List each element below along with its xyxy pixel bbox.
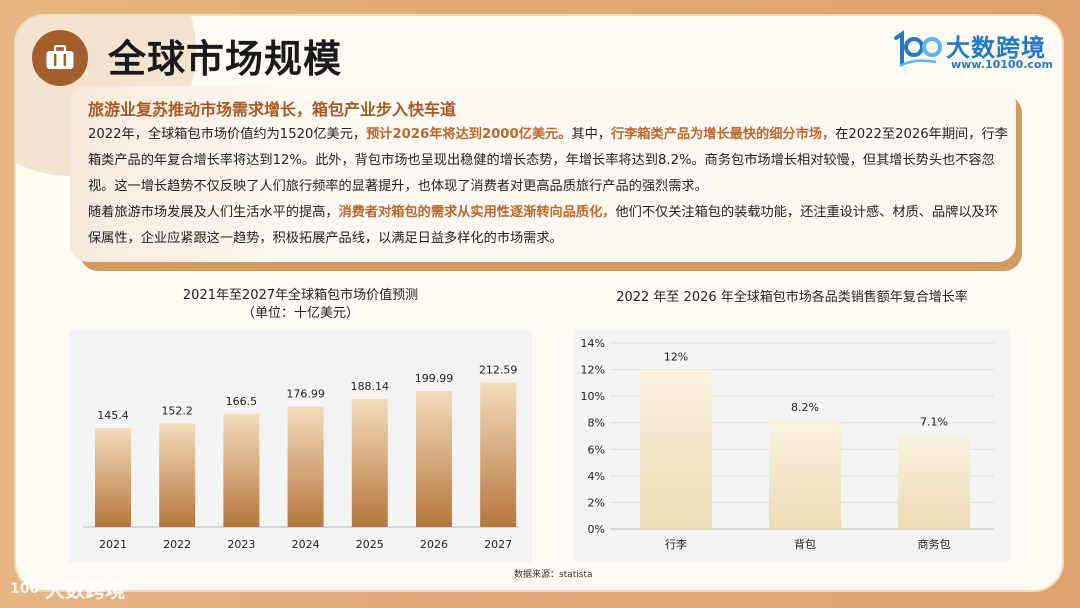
left-chart-bar [223,413,260,527]
p1-text-e: 在2022至2026年期间，行李箱类产品的年复合增长率将达到12%。此外，背包市… [88,127,1008,194]
left-chart-x-tick: 2022 [163,538,191,551]
left-chart-bar [95,428,131,527]
left-chart-title: 2021年至2027年全球箱包市场价值预测 [182,288,419,303]
right-chart-data-label: 8.2% [791,401,819,414]
suitcase-icon [32,30,88,86]
right-chart-x-tick: 行李 [665,537,687,551]
left-chart-bar [480,382,517,527]
left-chart-x-tick: 2021 [99,538,127,551]
watermark: 100 大数跨境 [10,574,125,603]
right-chart-x-tick: 背包 [794,537,816,551]
text-box [70,86,1016,262]
logo-url: www.10100.com [951,58,1053,71]
left-chart-data-label: 188.14 [351,380,390,393]
watermark-mark: 100 [10,580,40,597]
right-chart-y-tick: 0% [588,523,605,536]
p1-highlight-d: 行李箱类产品为增长最快的细分市场， [610,127,836,142]
left-chart-bar [287,406,324,527]
right-chart-title: 2022 年至 2026 年全球箱包市场各品类销售额年复合增长率 [616,290,968,305]
left-chart: 145.4 2021 152.2 2022 166.5 2023 176.99 2024 188… [83,363,519,551]
right-chart-y-tick: 12% [581,364,605,377]
p2-text-a: 随着旅游市场发展及人们生活水平的提高， [88,205,339,220]
paragraph-1: 2022年，全球箱包市场价值约为1520亿美元，预计2026年将达到2000亿美… [88,122,1008,200]
left-chart-data-label: 145.4 [97,409,129,422]
left-chart-unit: （单位：十亿美元） [241,306,359,321]
left-chart-bar [159,423,196,527]
left-chart-bar [351,399,388,527]
data-source: 数据来源：statista [514,570,593,580]
p2-text-c: 他们不仅关注箱包的装载功能，还注重设计感、材质、品牌以及环保属性，企业应紧跟这一… [88,205,998,246]
section-subtitle: 旅游业复苏推动市场需求增长，箱包产业步入快车道 [88,100,457,119]
p1-highlight-b: 预计2026年将达到2000亿美元。 [366,127,572,142]
left-chart-x-tick: 2025 [356,538,384,551]
right-chart-data-label: 12% [664,351,688,364]
p2-highlight-b: 消费者对箱包的需求从实用性逐渐转向品质化， [338,205,616,220]
right-chart-bar [898,434,970,529]
right-chart-data-label: 7.1% [920,416,948,429]
left-chart-title-block: 2021年至2027年全球箱包市场价值预测 （单位：十亿美元） [69,287,532,323]
right-chart-bar [769,420,841,529]
p1-text-c: 其中， [571,127,611,142]
logo-mark-icon [894,30,942,68]
right-chart-x-tick: 商务包 [918,537,951,551]
left-chart-bar [416,391,452,527]
left-chart-data-label: 166.5 [226,395,258,408]
right-chart-y-tick: 2% [588,496,605,509]
left-chart-data-label: 176.99 [286,388,325,401]
right-chart-y-tick: 4% [588,470,605,483]
brand-logo[interactable]: 大数跨境 www.10100.com [890,30,1053,74]
right-chart-y-tick: 10% [581,390,605,403]
logo-name: 大数跨境 [946,34,1046,62]
page-title: 全球市场规模 [108,37,343,81]
watermark-text: 大数跨境 [45,578,126,602]
right-chart: 0% 2% 4% 6% 8% 10% 12% 14% 12% 行李 8.2% 背包 7.1% 商务包 [581,337,994,551]
left-chart-x-tick: 2024 [292,538,320,551]
right-chart-y-tick: 8% [588,417,605,430]
left-chart-data-label: 152.2 [161,405,193,418]
left-chart-x-tick: 2027 [484,538,512,551]
right-chart-y-tick: 14% [581,337,605,350]
left-chart-data-label: 212.59 [479,363,518,376]
right-chart-title-block: 2022 年至 2026 年全球箱包市场各品类销售额年复合增长率 [574,289,1010,307]
left-chart-x-tick: 2026 [420,538,448,551]
left-chart-x-tick: 2023 [227,538,255,551]
right-chart-bar [640,369,712,529]
left-chart-data-label: 199.99 [415,372,454,385]
right-chart-y-tick: 6% [588,443,605,456]
paragraph-2: 随着旅游市场发展及人们生活水平的提高，消费者对箱包的需求从实用性逐渐转向品质化，… [88,200,1008,252]
p1-text-a: 2022年，全球箱包市场价值约为1520亿美元， [88,127,367,142]
